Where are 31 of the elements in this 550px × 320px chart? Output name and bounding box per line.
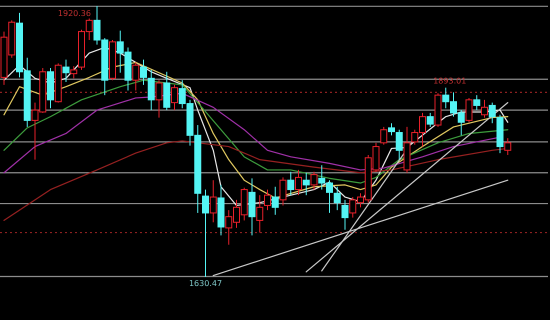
annotation: 1920.36 (58, 9, 91, 18)
annotation: 1893.01 (433, 76, 466, 86)
candlestick (272, 186, 279, 216)
candlestick (210, 180, 217, 223)
candlestick (287, 171, 294, 196)
candlestick (70, 66, 78, 79)
candlestick (156, 80, 162, 118)
candlestick (481, 99, 488, 118)
candlestick (132, 62, 140, 91)
candlestick (171, 84, 178, 111)
candlestick (342, 199, 348, 230)
candlestick (202, 189, 209, 278)
candlestick (264, 189, 271, 211)
candlestick (334, 186, 341, 211)
candlestick (62, 59, 70, 83)
candlestick (148, 69, 155, 111)
candlestick (396, 129, 403, 160)
candlestick (488, 102, 496, 124)
candlestick (302, 172, 310, 196)
candlestick (504, 138, 512, 156)
candlestick (473, 94, 480, 111)
candlestick (295, 169, 302, 196)
candlestick (426, 112, 434, 128)
candlestick (466, 97, 472, 123)
candlestick (310, 171, 318, 190)
candlestick (380, 126, 388, 146)
candlestick (280, 176, 286, 206)
annotation: 1630.47 (188, 279, 222, 288)
candlestick (256, 194, 264, 234)
candlestick (388, 122, 395, 136)
candlestick (140, 59, 147, 86)
